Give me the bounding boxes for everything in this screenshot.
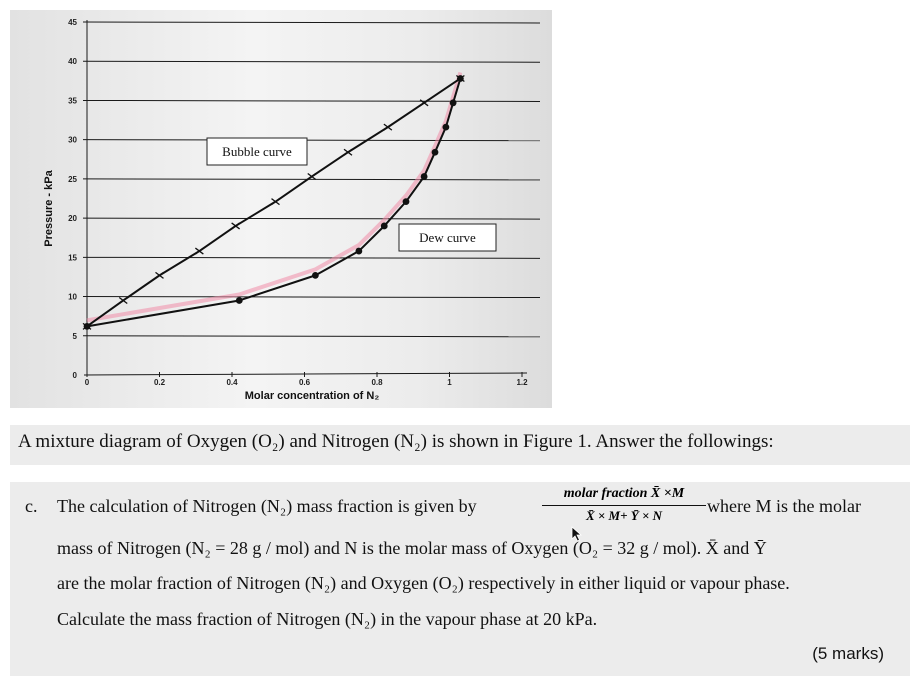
bubble-point-marker: [118, 296, 128, 304]
dew-point-marker: [311, 271, 319, 279]
y-tick-label-15: 15: [68, 253, 77, 262]
x-tick-label-0.8: 0.8: [371, 378, 383, 387]
dew-point-marker: [235, 297, 243, 304]
x-tick-label-0: 0: [85, 378, 90, 387]
x-axis-title: Molar concentration of N₂: [245, 390, 380, 402]
gridline-y-30: [82, 139, 541, 142]
x-tick-label-0.6: 0.6: [299, 378, 311, 387]
formula-numerator: molar fraction X̄ ×M: [563, 486, 685, 501]
mouse-cursor-icon: [571, 526, 583, 542]
question-intro: A mixture diagram of Oxygen (O₂) and Nit…: [10, 425, 910, 465]
bubble-curve-label-box: [206, 137, 308, 166]
y-tick-label-10: 10: [68, 293, 77, 302]
chart-svg: 0 5 10 15 20 25 30 35 40 45 0 0.2 0.4 0.6 0.8 1 1.2 Press…: [43, 18, 541, 402]
x-tick-label-0.2: 0.2: [154, 378, 166, 387]
gridline-y-15: [82, 256, 541, 259]
dew-point-marker: [380, 222, 388, 230]
gridline-y-35: [82, 99, 541, 102]
y-tick-label-45: 45: [68, 18, 77, 27]
y-tick-label-30: 30: [68, 136, 77, 145]
y-tick-label-25: 25: [68, 175, 77, 184]
gridline-y-45: [82, 21, 541, 24]
bubble-point-marker: [231, 222, 241, 230]
y-axis-title: Pressure - kPa: [43, 169, 55, 246]
dew-point-marker: [420, 173, 428, 180]
x-tick-label-1.2: 1.2: [516, 378, 528, 387]
gridline-y-10: [82, 296, 541, 299]
dew-point-marker: [442, 123, 450, 131]
y-tick-label-40: 40: [68, 57, 77, 66]
question-letter: c.: [25, 496, 38, 516]
question-line-1: The calculation of Nitrogen (N₂) mass fr…: [57, 496, 477, 516]
gridline-y-25: [82, 178, 541, 181]
dew-point-marker: [456, 75, 464, 82]
gridline-y-40: [82, 60, 541, 63]
dew-curve-label-box: [398, 223, 497, 252]
question-line-2: mass of Nitrogen (N₂ = 28 g / mol) and N…: [57, 538, 767, 558]
dew-curve-label: Dew curve: [419, 230, 476, 245]
dew-point-marker: [402, 198, 410, 206]
bubble-point-marker: [271, 198, 280, 206]
bubble-point-marker: [194, 247, 204, 255]
y-tick-label-5: 5: [73, 332, 78, 341]
formula-denominator: X̄ × M+ Ȳ × N: [542, 505, 706, 524]
question-line-3: are the molar fraction of Nitrogen (N₂) …: [57, 573, 790, 593]
bubble-curve-label: Bubble curve: [222, 144, 292, 159]
bubble-point-marker: [419, 99, 429, 107]
question-c-box: c. The calculation of Nitrogen (N₂) mass…: [10, 482, 910, 676]
dew-point-marker: [83, 322, 91, 330]
bubble-point-marker: [307, 173, 317, 181]
y-tick-label-0: 0: [73, 371, 78, 380]
gridline-y-5: [82, 335, 541, 338]
bubble-point-marker: [155, 271, 164, 279]
y-tick-label-20: 20: [68, 214, 77, 223]
dew-point-marker: [431, 148, 439, 156]
highlighter-overlay: [86, 71, 463, 323]
question-line-1-end: where M is the molar: [707, 496, 861, 516]
phase-diagram-chart: 0 5 10 15 20 25 30 35 40 45 0 0.2 0.4 0.6 0.8 1 1.2 Press…: [10, 10, 552, 408]
bubble-point-marker: [343, 148, 353, 156]
question-marks: (5 marks): [812, 644, 884, 663]
gridline-y-20: [82, 217, 541, 220]
x-tick-label-0.4: 0.4: [226, 378, 238, 387]
x-tick-label-1: 1: [447, 378, 452, 387]
mass-fraction-formula: molar fraction X̄ ×M X̄ × M+ Ȳ × N: [542, 486, 706, 524]
y-tick-label-35: 35: [68, 96, 77, 105]
bubble-point-marker: [383, 123, 393, 131]
dew-point-marker: [355, 247, 363, 255]
question-line-4: Calculate the mass fraction of Nitrogen …: [57, 609, 598, 629]
x-axis-line: [83, 372, 528, 376]
dew-point-marker: [449, 99, 457, 107]
